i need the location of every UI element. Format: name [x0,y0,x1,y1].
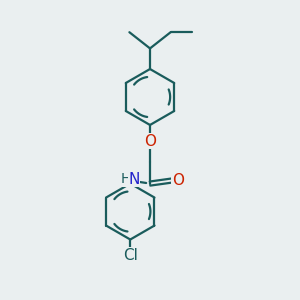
Text: Cl: Cl [123,248,138,263]
Text: H: H [121,172,131,186]
Text: O: O [144,134,156,149]
Text: N: N [128,172,140,187]
Text: O: O [172,173,184,188]
